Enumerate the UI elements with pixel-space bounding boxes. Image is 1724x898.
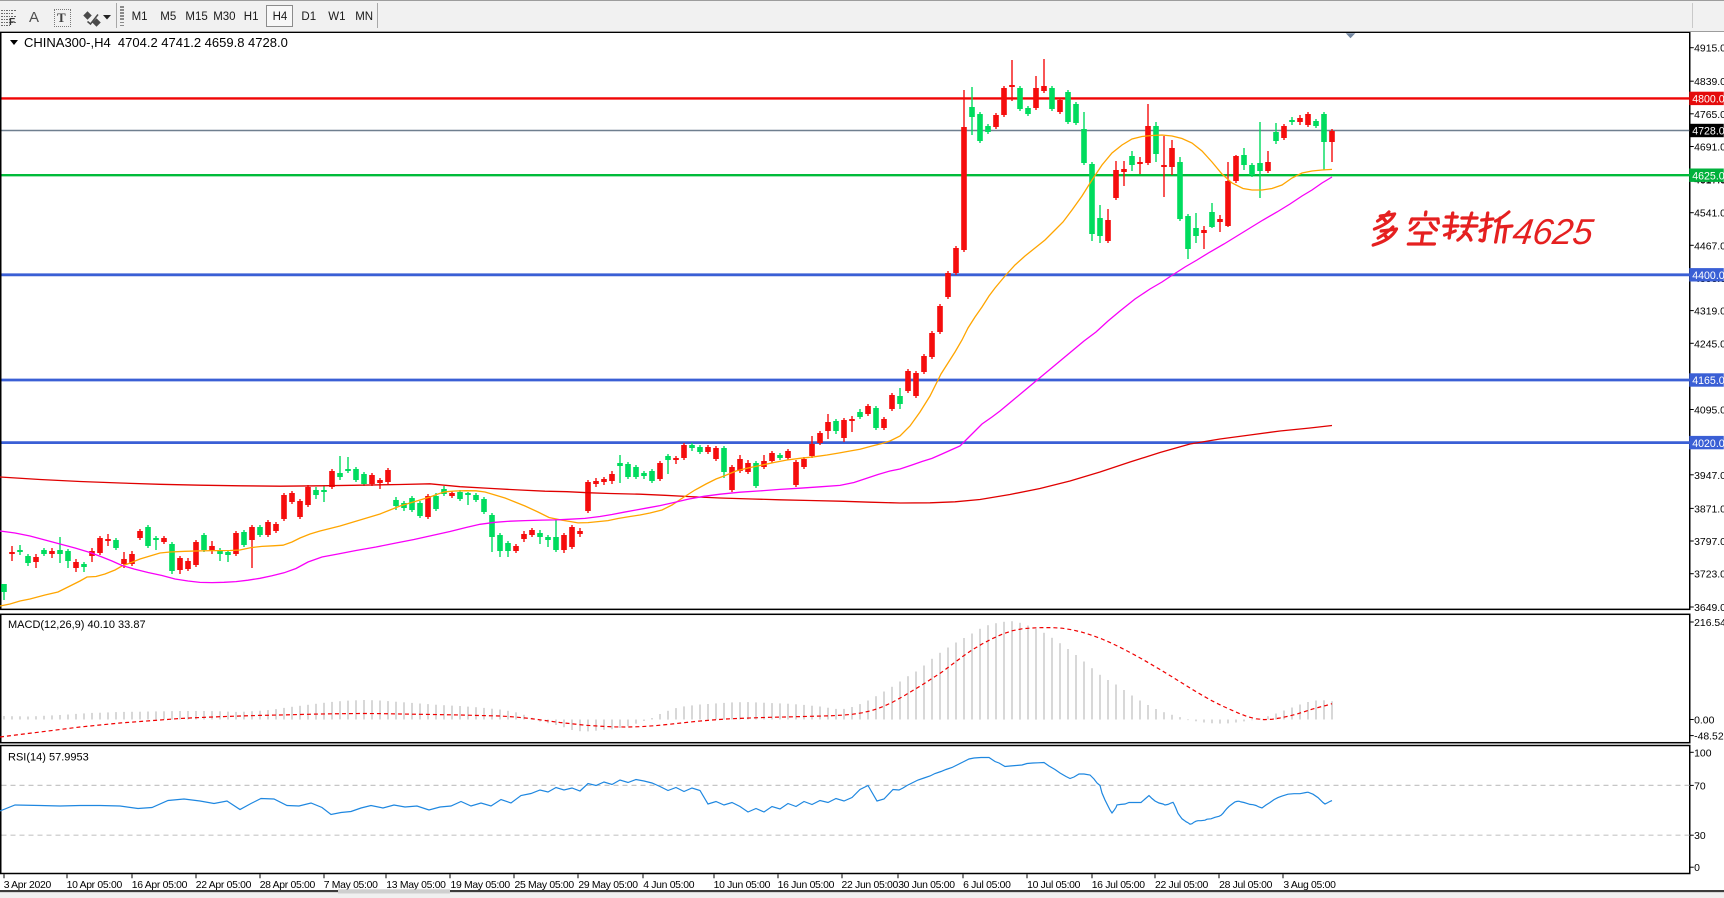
svg-text:3649.0: 3649.0 <box>1694 603 1724 614</box>
svg-text:30 Jun 05:00: 30 Jun 05:00 <box>898 880 955 891</box>
svg-text:10 Jul 05:00: 10 Jul 05:00 <box>1027 880 1081 891</box>
svg-text:10 Apr 05:00: 10 Apr 05:00 <box>67 880 123 891</box>
svg-text:29 May 05:00: 29 May 05:00 <box>578 880 638 891</box>
svg-text:4467.0: 4467.0 <box>1694 241 1724 252</box>
svg-text:22 Jun 05:00: 22 Jun 05:00 <box>842 880 899 891</box>
svg-text:3723.0: 3723.0 <box>1694 570 1724 581</box>
svg-text:-48.52: -48.52 <box>1694 732 1724 743</box>
svg-text:CHINA300-,H4 4704.2 4741.2 46: CHINA300-,H4 4704.2 4741.2 4659.8 4728.0 <box>24 35 288 50</box>
svg-text:22 Apr 05:00: 22 Apr 05:00 <box>196 880 252 891</box>
svg-text:28 Apr 05:00: 28 Apr 05:00 <box>260 880 316 891</box>
svg-text:10 Jun 05:00: 10 Jun 05:00 <box>714 880 771 891</box>
svg-text:4541.0: 4541.0 <box>1694 209 1724 220</box>
svg-text:RSI(14) 57.9953: RSI(14) 57.9953 <box>8 751 89 763</box>
svg-text:16 Jun 05:00: 16 Jun 05:00 <box>778 880 835 891</box>
svg-text:4800.0: 4800.0 <box>1692 94 1724 106</box>
svg-text:3 Apr 2020: 3 Apr 2020 <box>4 880 52 891</box>
svg-text:4728.0: 4728.0 <box>1692 126 1724 138</box>
svg-text:4165.0: 4165.0 <box>1692 375 1724 387</box>
svg-text:0.00: 0.00 <box>1694 716 1714 727</box>
svg-text:4625.0: 4625.0 <box>1692 170 1724 182</box>
svg-text:4915.0: 4915.0 <box>1694 44 1724 55</box>
svg-text:4400.0: 4400.0 <box>1692 270 1724 282</box>
svg-text:13 May 05:00: 13 May 05:00 <box>386 880 446 891</box>
svg-text:4839.0: 4839.0 <box>1694 77 1724 88</box>
svg-text:0: 0 <box>1694 863 1700 874</box>
svg-text:4625: 4625 <box>1510 211 1597 252</box>
svg-text:4095.0: 4095.0 <box>1694 406 1724 417</box>
svg-text:22 Jul 05:00: 22 Jul 05:00 <box>1155 880 1209 891</box>
svg-text:4691.0: 4691.0 <box>1694 143 1724 154</box>
svg-text:28 Jul 05:00: 28 Jul 05:00 <box>1219 880 1273 891</box>
svg-text:MACD(12,26,9) 40.10 33.87: MACD(12,26,9) 40.10 33.87 <box>8 619 146 631</box>
svg-text:3871.0: 3871.0 <box>1694 504 1724 515</box>
svg-text:100: 100 <box>1694 748 1712 759</box>
svg-text:7 May 05:00: 7 May 05:00 <box>324 880 378 891</box>
svg-text:3947.0: 3947.0 <box>1694 471 1724 482</box>
svg-text:16 Jul 05:00: 16 Jul 05:00 <box>1092 880 1146 891</box>
svg-text:30: 30 <box>1694 831 1706 842</box>
svg-text:4 Jun 05:00: 4 Jun 05:00 <box>643 880 695 891</box>
svg-text:4245.0: 4245.0 <box>1694 339 1724 350</box>
svg-text:216.54: 216.54 <box>1694 618 1724 629</box>
svg-text:4765.0: 4765.0 <box>1694 110 1724 121</box>
svg-text:6 Jul 05:00: 6 Jul 05:00 <box>963 880 1011 891</box>
svg-text:4020.0: 4020.0 <box>1692 438 1724 450</box>
svg-text:70: 70 <box>1694 781 1706 792</box>
svg-text:3797.0: 3797.0 <box>1694 537 1724 548</box>
svg-text:3 Aug 05:00: 3 Aug 05:00 <box>1283 880 1336 891</box>
svg-text:4319.0: 4319.0 <box>1694 307 1724 318</box>
svg-text:25 May 05:00: 25 May 05:00 <box>515 880 575 891</box>
svg-text:16 Apr 05:00: 16 Apr 05:00 <box>132 880 188 891</box>
svg-text:19 May 05:00: 19 May 05:00 <box>451 880 511 891</box>
